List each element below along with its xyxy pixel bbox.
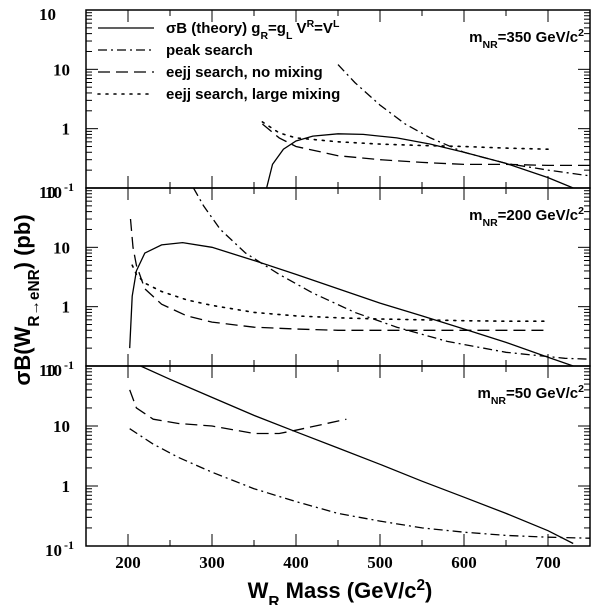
x-tick-label: 200 — [115, 553, 141, 572]
series-line-eejj_no_mixing — [129, 218, 548, 331]
x-tick-label: 500 — [367, 553, 393, 572]
y-tick-label: 10 — [45, 541, 62, 560]
series-line-theory — [265, 133, 574, 188]
y-tick-exponent: -1 — [64, 358, 74, 372]
y-tick-label: 10 — [39, 361, 56, 380]
x-tick-label: 400 — [283, 553, 309, 572]
y-tick-label: 10 — [53, 238, 70, 257]
y-tick-label: 1 — [62, 120, 71, 139]
y-tick-label: 1 — [62, 298, 71, 317]
y-tick-label: 10 — [45, 361, 62, 380]
x-axis-title: WR​ Mass (GeV/c2​) — [248, 577, 433, 605]
y-tick-exponent: -1 — [64, 180, 74, 194]
y-tick-label: 10 — [53, 60, 70, 79]
series-group — [261, 64, 590, 188]
y-tick-label: 10 — [39, 183, 56, 202]
legend-entry-0: σB (theory) gR​=gL​ VR​=VL​ — [166, 18, 340, 42]
series-group — [129, 366, 590, 545]
mass-annotation: mNR​=50 GeV/c2​ — [478, 383, 585, 407]
legend-entry-3: eejj search, large mixing — [166, 86, 340, 103]
series-line-theory — [140, 366, 574, 545]
series-group — [129, 188, 590, 366]
x-tick-label: 600 — [451, 553, 477, 572]
x-tick-label: 300 — [199, 553, 225, 572]
mass-annotation: mNR​=200 GeV/c2​ — [469, 205, 584, 229]
series-line-eejj_no_mixing — [129, 389, 347, 435]
y-tick-label: 10 — [39, 5, 56, 24]
y-axis-title: σB(WR→eNR​) (pb) — [10, 214, 43, 385]
y-tick-label: 1 — [62, 477, 71, 496]
series-line-eejj_large_mixing — [261, 121, 549, 150]
series-line-eejj_no_mixing — [261, 123, 590, 167]
y-tick-exponent: -1 — [64, 538, 74, 552]
legend-entry-1: peak search — [166, 42, 253, 59]
series-line-peak — [192, 188, 590, 360]
series-line-peak — [129, 428, 590, 539]
legend-entry-2: eejj search, no mixing — [166, 64, 323, 81]
y-tick-label: 10 — [53, 417, 70, 436]
x-tick-label: 700 — [535, 553, 561, 572]
series-line-eejj_large_mixing — [131, 264, 549, 322]
series-line-peak — [337, 64, 590, 177]
mass-annotation: mNR​=350 GeV/c2​ — [469, 27, 584, 51]
series-line-theory — [129, 241, 574, 366]
y-tick-label: 10 — [45, 183, 62, 202]
